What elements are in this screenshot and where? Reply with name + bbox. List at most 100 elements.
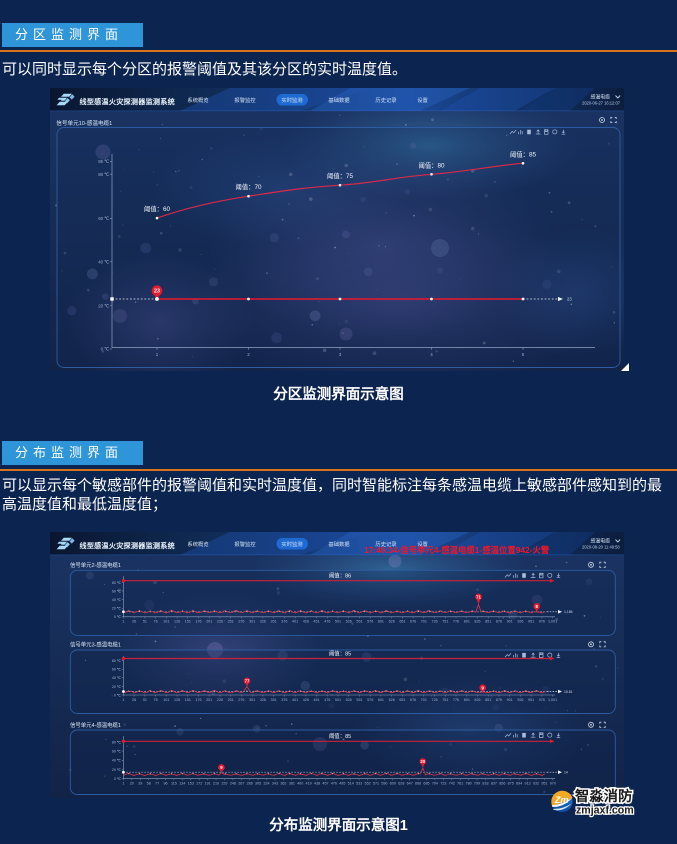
- svg-text:1: 1: [156, 352, 159, 357]
- svg-text:401: 401: [292, 620, 298, 624]
- svg-text:信号单元10-感温电缆1: 信号单元10-感温电缆1: [56, 119, 112, 127]
- svg-text:248: 248: [230, 782, 236, 786]
- svg-text:80 ℃: 80 ℃: [112, 659, 122, 663]
- svg-text:676: 676: [410, 620, 416, 624]
- svg-text:1,001: 1,001: [548, 698, 557, 702]
- svg-text:191: 191: [205, 782, 211, 786]
- svg-text:5: 5: [522, 352, 525, 357]
- svg-text:2020-06-27 16:12:07: 2020-06-27 16:12:07: [582, 101, 621, 106]
- svg-text:实时监测: 实时监测: [281, 540, 302, 548]
- svg-text:267: 267: [238, 782, 244, 786]
- svg-text:71: 71: [476, 594, 481, 599]
- svg-text:552: 552: [365, 782, 371, 786]
- svg-text:419: 419: [306, 782, 312, 786]
- svg-text:400: 400: [297, 782, 303, 786]
- svg-text:80 ℃: 80 ℃: [112, 740, 122, 744]
- svg-text:40 ℃: 40 ℃: [112, 759, 122, 763]
- svg-text:115: 115: [171, 782, 177, 786]
- svg-text:514: 514: [348, 782, 354, 786]
- svg-text:276: 276: [238, 620, 244, 624]
- svg-text:894: 894: [516, 782, 522, 786]
- svg-text:576: 576: [367, 620, 373, 624]
- svg-text:451: 451: [313, 698, 319, 702]
- svg-text:305: 305: [255, 782, 261, 786]
- svg-text:651: 651: [399, 698, 405, 702]
- svg-text:51: 51: [143, 620, 147, 624]
- svg-text:报警监控: 报警监控: [234, 540, 256, 548]
- svg-text:报警监控: 报警监控: [234, 96, 256, 104]
- svg-text:4: 4: [430, 352, 433, 357]
- svg-text:343: 343: [272, 782, 278, 786]
- svg-text:301: 301: [249, 620, 255, 624]
- svg-text:9: 9: [482, 685, 485, 690]
- svg-text:951: 951: [541, 782, 547, 786]
- svg-text:151: 151: [185, 620, 191, 624]
- svg-text:438: 438: [314, 782, 320, 786]
- svg-text:176: 176: [195, 620, 201, 624]
- svg-text:14: 14: [564, 771, 568, 775]
- svg-text:60 ℃: 60 ℃: [112, 750, 122, 754]
- svg-text:信号单元2-感温电缆1: 信号单元2-感温电缆1: [70, 561, 121, 569]
- svg-text:362: 362: [280, 782, 286, 786]
- svg-text:40 ℃: 40 ℃: [112, 598, 122, 602]
- svg-text:251: 251: [228, 698, 234, 702]
- svg-text:20 ℃: 20 ℃: [112, 768, 122, 772]
- svg-text:153: 153: [188, 782, 194, 786]
- svg-text:201: 201: [206, 698, 212, 702]
- svg-text:60 ℃: 60 ℃: [98, 216, 109, 221]
- svg-text:134: 134: [179, 782, 185, 786]
- svg-text:901: 901: [507, 698, 513, 702]
- svg-text:60 ℃: 60 ℃: [112, 589, 122, 593]
- svg-text:20 ℃: 20 ℃: [112, 607, 122, 611]
- svg-text:326: 326: [260, 698, 266, 702]
- svg-text:495: 495: [339, 782, 345, 786]
- svg-text:40 ℃: 40 ℃: [98, 259, 109, 264]
- svg-text:39: 39: [138, 782, 142, 786]
- svg-text:历史记录: 历史记录: [375, 540, 397, 548]
- svg-text:837: 837: [491, 782, 497, 786]
- svg-text:301: 301: [249, 698, 255, 702]
- svg-text:阈值：86: 阈值：86: [329, 572, 351, 580]
- svg-text:60 ℃: 60 ℃: [112, 668, 122, 672]
- svg-text:826: 826: [474, 698, 480, 702]
- svg-text:401: 401: [292, 698, 298, 702]
- svg-text:172: 172: [196, 782, 202, 786]
- svg-text:感温电缆: 感温电缆: [591, 537, 611, 544]
- svg-text:856: 856: [499, 782, 505, 786]
- svg-text:913: 913: [525, 782, 531, 786]
- svg-text:826: 826: [474, 620, 480, 624]
- svg-text:701: 701: [421, 620, 427, 624]
- svg-text:智淼消防: 智淼消防: [575, 788, 633, 805]
- svg-text:1,001: 1,001: [548, 620, 557, 624]
- svg-text:226: 226: [217, 620, 223, 624]
- svg-text:历史记录: 历史记录: [375, 96, 397, 104]
- svg-text:533: 533: [356, 782, 362, 786]
- svg-text:501: 501: [335, 620, 341, 624]
- svg-text:80 ℃: 80 ℃: [98, 172, 109, 177]
- svg-text:381: 381: [289, 782, 295, 786]
- svg-text:126: 126: [174, 698, 180, 702]
- svg-text:1: 1: [122, 620, 124, 624]
- svg-text:阈值：80: 阈值：80: [419, 160, 445, 169]
- svg-text:176: 176: [195, 698, 201, 702]
- svg-text:726: 726: [432, 620, 438, 624]
- svg-text:876: 876: [496, 620, 502, 624]
- svg-text:23: 23: [154, 289, 160, 295]
- svg-text:551: 551: [356, 698, 362, 702]
- svg-text:761: 761: [457, 782, 463, 786]
- svg-text:设置: 设置: [417, 96, 428, 104]
- svg-text:17:46:34-信号单元4-感温电缆1-感温位置942-火: 17:46:34-信号单元4-感温电缆1-感温位置942-火警: [364, 545, 550, 555]
- svg-text:0 ℃: 0 ℃: [114, 693, 122, 697]
- svg-text:571: 571: [373, 782, 379, 786]
- svg-text:626: 626: [389, 620, 395, 624]
- svg-text:阈值：85: 阈值：85: [329, 649, 351, 657]
- svg-text:426: 426: [303, 620, 309, 624]
- svg-text:701: 701: [421, 698, 427, 702]
- svg-text:780: 780: [466, 782, 472, 786]
- svg-text:457: 457: [322, 782, 328, 786]
- svg-text:801: 801: [464, 620, 470, 624]
- svg-text:0 ℃: 0 ℃: [114, 777, 122, 781]
- svg-text:20: 20: [420, 759, 425, 764]
- svg-text:20 ℃: 20 ℃: [112, 685, 122, 689]
- svg-text:2: 2: [247, 352, 250, 357]
